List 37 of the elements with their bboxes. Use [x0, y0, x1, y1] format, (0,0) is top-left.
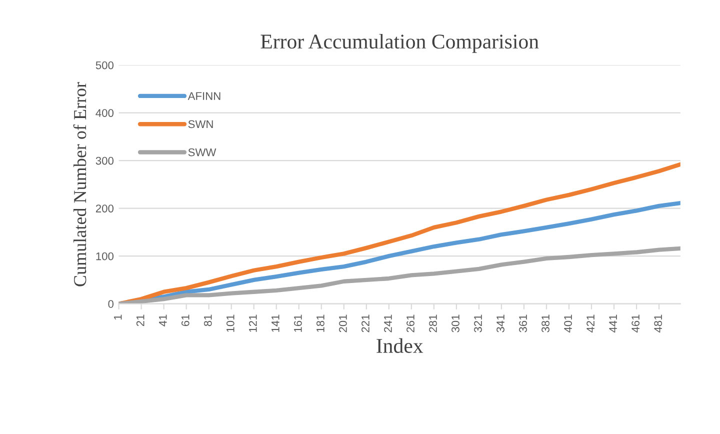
x-tick-label: 461 [632, 314, 640, 332]
x-tick-label: 281 [429, 314, 437, 332]
x-tick-label: 81 [204, 314, 212, 326]
y-tick-label: 300 [96, 156, 114, 165]
x-tick-label: 41 [159, 314, 167, 326]
x-tick-label: 421 [586, 314, 594, 332]
x-tick-label: 61 [181, 314, 190, 326]
x-tick-label: 21 [136, 314, 144, 326]
x-axis-title: Index [376, 338, 424, 353]
x-tick-label: 201 [339, 314, 347, 332]
x-tick-label: 301 [452, 314, 460, 332]
x-tick-label: 481 [654, 314, 662, 332]
x-tick-label: 101 [226, 314, 234, 332]
x-tick-label: 221 [362, 314, 370, 332]
y-tick-label: 400 [96, 109, 114, 117]
legend-label: SWN [188, 120, 213, 128]
x-tick-label: 121 [248, 314, 257, 332]
x-tick-label: 361 [519, 314, 527, 332]
x-tick-label: 381 [542, 314, 550, 332]
x-tick-label: 341 [496, 314, 504, 332]
y-tick-label: 0 [108, 300, 114, 308]
x-tick-label: 261 [406, 314, 414, 332]
x-tick-label: 161 [294, 314, 302, 332]
legend-label: SWW [188, 148, 216, 156]
x-tick-label: 181 [316, 314, 324, 332]
x-tick-label: 401 [564, 314, 572, 332]
x-tick-label: 141 [272, 314, 280, 332]
x-tick-label: 241 [384, 314, 392, 332]
x-tick-label: 321 [474, 314, 482, 332]
y-tick-label: 100 [96, 252, 114, 260]
legend-label: AFINN [188, 92, 220, 100]
y-axis-title: Cumulated Number of Error [73, 82, 86, 286]
x-tick-label: 441 [609, 314, 617, 332]
y-tick-label: 200 [96, 204, 114, 212]
x-tick-label: 1 [114, 314, 122, 320]
y-tick-label: 500 [96, 61, 114, 70]
chart-title: Error Accumulation Comparision [260, 34, 539, 53]
